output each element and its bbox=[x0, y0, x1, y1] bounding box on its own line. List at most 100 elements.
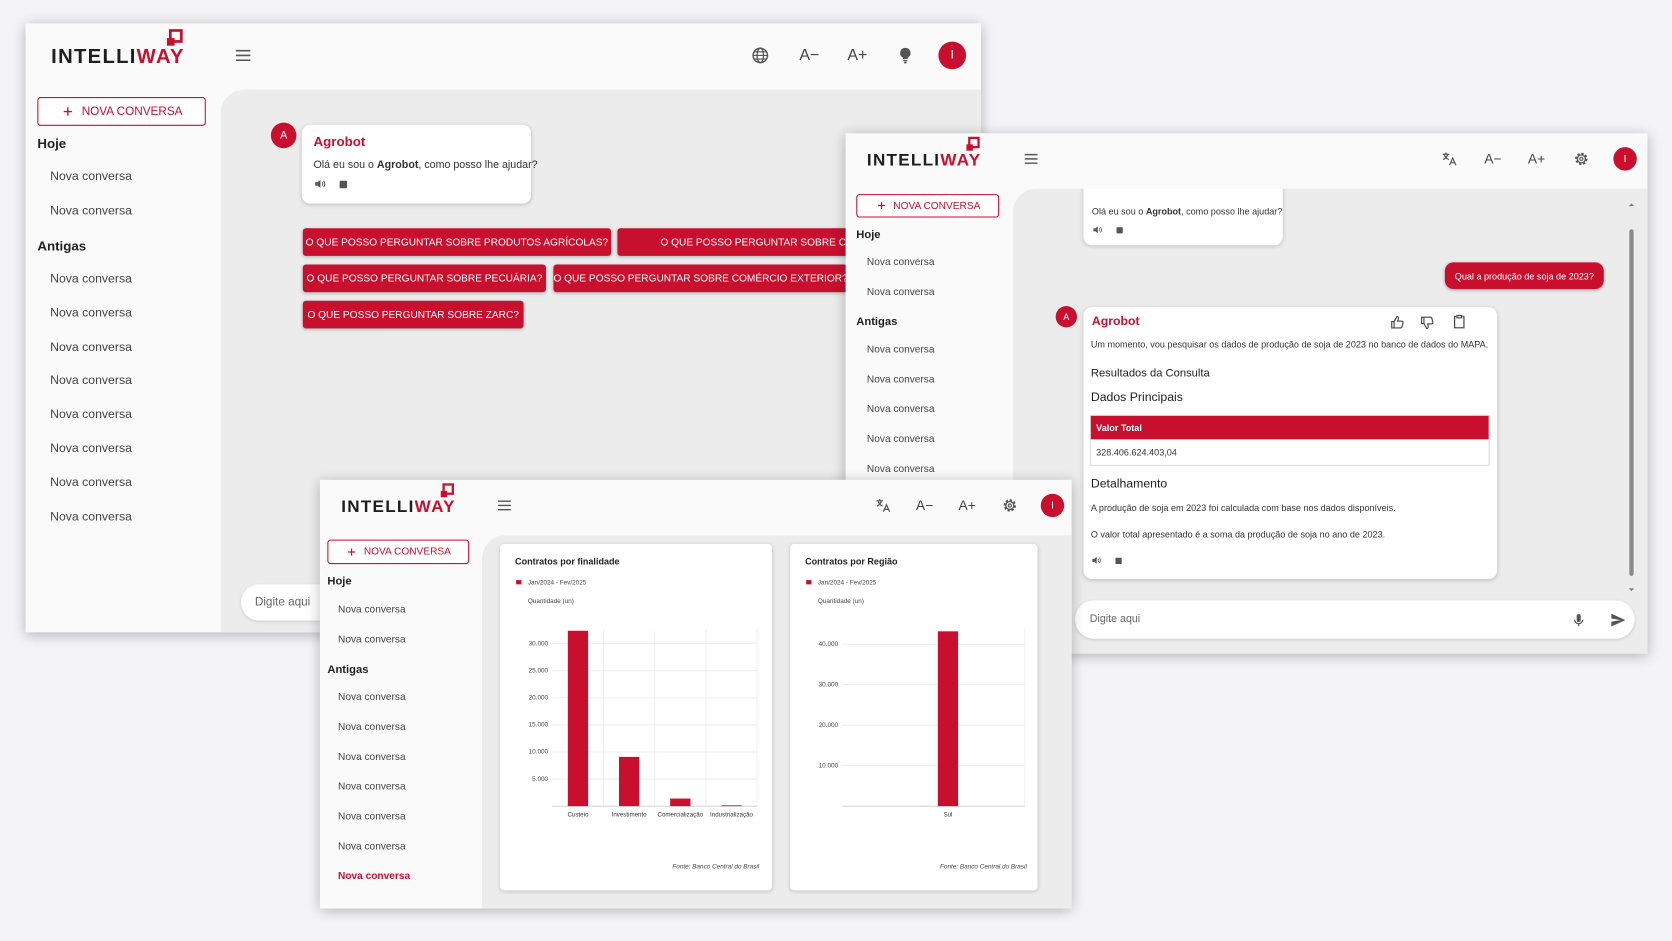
conversation-item[interactable]: Nova conversa bbox=[50, 306, 132, 320]
table-cell: 328.406.624.403,04 bbox=[1096, 446, 1177, 458]
gear-button[interactable] bbox=[1001, 497, 1018, 514]
y-tick-label: 10.000 bbox=[819, 762, 839, 769]
logo-text: INTELLI bbox=[866, 151, 941, 170]
user-avatar[interactable]: I bbox=[1613, 147, 1637, 171]
speak-button-shape bbox=[1097, 556, 1101, 563]
conversation-item[interactable]: Nova conversa bbox=[50, 374, 132, 388]
mic-button-shape bbox=[1573, 613, 1583, 626]
conversation-item[interactable]: Nova conversa bbox=[50, 170, 132, 184]
translate-button[interactable] bbox=[1441, 150, 1458, 167]
suggestion-button[interactable]: O QUE POSSO PERGUNTAR SOBRE PRODUTOS AGR… bbox=[302, 228, 612, 256]
user-avatar[interactable]: I bbox=[1040, 493, 1065, 518]
speak-button-shape bbox=[314, 179, 325, 188]
conversation-item[interactable]: Nova conversa bbox=[50, 204, 132, 218]
conversation-item[interactable]: Nova conversa bbox=[338, 810, 406, 823]
font-larger-button[interactable]: A+ bbox=[847, 46, 868, 65]
copy-button-shape bbox=[1453, 314, 1465, 328]
conversation-item[interactable]: Nova conversa bbox=[50, 476, 132, 490]
legend-label: Jan/2024 - Fev/2025 bbox=[818, 579, 877, 586]
conversation-item[interactable]: Nova conversa bbox=[50, 442, 132, 456]
scroll-down[interactable] bbox=[1626, 581, 1637, 592]
stop-button[interactable] bbox=[337, 177, 350, 190]
x-tick-label: Comercialização bbox=[658, 811, 704, 818]
conversation-item[interactable]: Nova conversa bbox=[866, 343, 935, 356]
font-smaller-button[interactable]: A− bbox=[799, 46, 820, 65]
sidebar-heading: Antigas bbox=[327, 663, 369, 677]
menu-button[interactable] bbox=[234, 46, 253, 65]
speak-button-shape bbox=[321, 179, 325, 187]
conversation-item[interactable]: Nova conversa bbox=[338, 751, 406, 763]
font-larger-button[interactable]: A+ bbox=[958, 497, 976, 514]
legend-swatch bbox=[806, 580, 812, 585]
input-placeholder: Digite aqui bbox=[1089, 613, 1141, 626]
scroll-up[interactable] bbox=[1626, 196, 1637, 207]
suggestion-button[interactable]: O QUE POSSO PERGUNTAR SOBRE COMÉRCIO EXT… bbox=[553, 264, 848, 293]
axis-title: Quantidade (un) bbox=[528, 598, 574, 605]
conversation-item[interactable]: Nova conversa bbox=[866, 403, 935, 416]
copy-button[interactable] bbox=[1451, 313, 1467, 329]
menu-button-shape bbox=[1024, 153, 1038, 164]
font-smaller-button[interactable]: A− bbox=[915, 497, 934, 514]
app-window: INTELLIWAY A− A+ I NOVA CONVERSA Hoje Nova con… bbox=[845, 133, 1648, 654]
bulb-button[interactable] bbox=[896, 46, 915, 65]
like-button[interactable] bbox=[1389, 314, 1405, 330]
conversation-item[interactable]: Nova conversa bbox=[50, 340, 132, 354]
menu-button-shape bbox=[497, 500, 511, 511]
font-smaller-button[interactable]: A− bbox=[1484, 150, 1502, 167]
suggestion-button[interactable]: O QUE POSSO PERGUNTAR SOBRE ZARC? bbox=[302, 300, 524, 329]
suggestion-button[interactable]: O QUE POSSO PERGUNTAR SOBRE PECUÁRIA? bbox=[302, 264, 546, 293]
translate-button[interactable] bbox=[874, 497, 891, 514]
speak-button[interactable] bbox=[313, 176, 327, 190]
new-chat-label: NOVA CONVERSA bbox=[81, 105, 183, 118]
scroll-up-shape bbox=[1628, 203, 1635, 207]
conversation-item[interactable]: Nova conversa bbox=[338, 870, 411, 883]
globe-button[interactable] bbox=[751, 46, 770, 65]
conversation-item[interactable]: Nova conversa bbox=[866, 286, 935, 299]
chart-title: Contratos por Região bbox=[805, 556, 898, 566]
dislike-button[interactable] bbox=[1419, 314, 1435, 330]
sidebar-heading: Antigas bbox=[856, 315, 898, 329]
conversation-item[interactable]: Nova conversa bbox=[866, 433, 935, 446]
menu-button[interactable] bbox=[1023, 150, 1040, 167]
menu-button-shape bbox=[235, 49, 251, 62]
input-placeholder: Digite aqui bbox=[254, 596, 311, 609]
message-input[interactable]: Digite aqui bbox=[1074, 600, 1635, 639]
conversation-item[interactable]: Nova conversa bbox=[338, 721, 406, 734]
chart-source: Fonte: Banco Central do Brasil bbox=[672, 864, 759, 871]
speak-button[interactable] bbox=[1090, 552, 1102, 564]
stop-button[interactable] bbox=[1114, 222, 1125, 234]
conversation-item[interactable]: Nova conversa bbox=[338, 633, 406, 646]
stop-button[interactable] bbox=[1113, 552, 1124, 564]
x-tick-label: Custeio bbox=[567, 811, 588, 818]
chart-title: Contratos por finalidade bbox=[515, 556, 620, 566]
conversation-item[interactable]: Nova conversa bbox=[338, 691, 406, 704]
send-button[interactable] bbox=[1609, 610, 1627, 628]
results-table: Valor Total 328.406.624.403,04 bbox=[1089, 414, 1490, 466]
conversation-item[interactable]: Nova conversa bbox=[866, 373, 935, 386]
conversation-item[interactable]: Nova conversa bbox=[338, 781, 406, 793]
logo-mark-shape bbox=[966, 144, 974, 152]
new-chat-button[interactable]: NOVA CONVERSA bbox=[37, 97, 206, 126]
font-larger-button[interactable]: A+ bbox=[1527, 150, 1546, 167]
logo-text: INTELLI bbox=[51, 45, 137, 69]
user-avatar[interactable]: I bbox=[938, 41, 967, 70]
bar bbox=[619, 756, 640, 807]
gear-button[interactable] bbox=[1573, 150, 1590, 167]
conversation-item[interactable]: Nova conversa bbox=[50, 408, 132, 422]
plus-icon bbox=[346, 546, 358, 558]
conversation-item[interactable]: Nova conversa bbox=[50, 272, 132, 286]
new-chat-button[interactable]: NOVA CONVERSA bbox=[856, 194, 1000, 218]
bot-message: Agrobot Olá eu sou o Agrobot, como posso … bbox=[301, 124, 538, 204]
conversation-item[interactable]: Nova conversa bbox=[338, 840, 406, 853]
new-chat-button[interactable]: NOVA CONVERSA bbox=[327, 539, 470, 565]
scroll-down-shape bbox=[1628, 588, 1635, 592]
conversation-item[interactable]: Nova conversa bbox=[866, 256, 935, 269]
axis-title: Quantidade (un) bbox=[818, 598, 864, 605]
mic-button[interactable] bbox=[1570, 612, 1586, 628]
y-tick-label: 5.000 bbox=[532, 776, 548, 783]
speak-button[interactable] bbox=[1091, 221, 1103, 233]
conversation-item[interactable]: Nova conversa bbox=[338, 604, 406, 616]
conversation-item[interactable]: Nova conversa bbox=[50, 510, 132, 524]
conversation-item[interactable]: Nova conversa bbox=[866, 463, 935, 476]
menu-button[interactable] bbox=[496, 497, 513, 514]
